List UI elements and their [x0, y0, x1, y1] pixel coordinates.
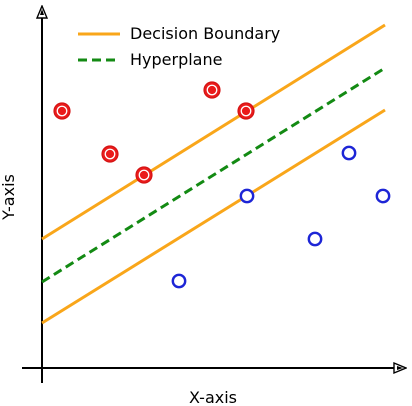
class-b-point [307, 231, 323, 247]
y-axis-label: Y-axis [0, 174, 18, 221]
class-b-point [341, 145, 357, 161]
upper-decision-boundary-line [41, 23, 386, 241]
legend-hyperplane-label: Hyperplane [130, 50, 222, 69]
class-b-point [171, 273, 187, 289]
class-a-point [53, 102, 71, 120]
class-a-point [135, 166, 153, 184]
class-b-points [171, 145, 391, 289]
x-axis-label: X-axis [189, 388, 237, 406]
hyperplane-line [41, 66, 386, 284]
class-a-point [203, 81, 221, 99]
class-a-point [101, 145, 119, 163]
legend: Decision Boundary Hyperplane [78, 24, 280, 69]
legend-boundary-label: Decision Boundary [130, 24, 280, 43]
class-b-point [239, 188, 255, 204]
class-a-points [53, 81, 255, 184]
class-b-point [375, 188, 391, 204]
lower-decision-boundary-line [41, 108, 386, 325]
class-a-point [237, 102, 255, 120]
